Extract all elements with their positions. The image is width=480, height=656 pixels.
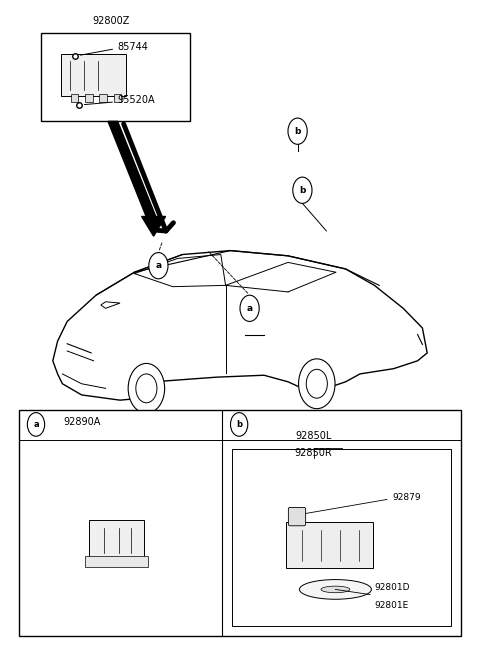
Text: b: b	[294, 127, 301, 136]
Circle shape	[293, 177, 312, 203]
Text: 92850R: 92850R	[295, 448, 333, 458]
Text: 92890A: 92890A	[63, 417, 100, 427]
Circle shape	[288, 118, 307, 144]
Text: a: a	[33, 420, 39, 429]
Text: 92879: 92879	[392, 493, 420, 502]
Circle shape	[27, 413, 45, 436]
Ellipse shape	[321, 586, 350, 593]
Text: a: a	[247, 304, 252, 313]
FancyBboxPatch shape	[89, 520, 144, 559]
FancyBboxPatch shape	[19, 410, 461, 636]
Circle shape	[136, 374, 157, 403]
Text: 92850L: 92850L	[295, 431, 332, 441]
FancyBboxPatch shape	[288, 508, 306, 526]
Text: 92801E: 92801E	[374, 601, 408, 609]
Text: 85744: 85744	[118, 42, 148, 52]
FancyBboxPatch shape	[114, 94, 121, 102]
Text: b: b	[299, 186, 306, 195]
Circle shape	[230, 413, 248, 436]
Text: 92800Z: 92800Z	[92, 16, 130, 26]
FancyBboxPatch shape	[41, 33, 190, 121]
FancyBboxPatch shape	[85, 94, 93, 102]
FancyBboxPatch shape	[232, 449, 451, 626]
Text: b: b	[236, 420, 242, 429]
Ellipse shape	[300, 580, 372, 600]
Polygon shape	[142, 216, 166, 236]
FancyBboxPatch shape	[286, 522, 373, 568]
FancyBboxPatch shape	[61, 54, 126, 96]
Circle shape	[240, 295, 259, 321]
Text: a: a	[156, 261, 161, 270]
FancyBboxPatch shape	[71, 94, 78, 102]
Polygon shape	[108, 121, 158, 223]
FancyBboxPatch shape	[84, 556, 148, 567]
FancyBboxPatch shape	[99, 94, 107, 102]
Circle shape	[299, 359, 335, 409]
Text: 92801D: 92801D	[374, 583, 410, 592]
Circle shape	[149, 253, 168, 279]
Text: 95520A: 95520A	[118, 95, 155, 105]
Circle shape	[128, 363, 165, 413]
Circle shape	[306, 369, 327, 398]
